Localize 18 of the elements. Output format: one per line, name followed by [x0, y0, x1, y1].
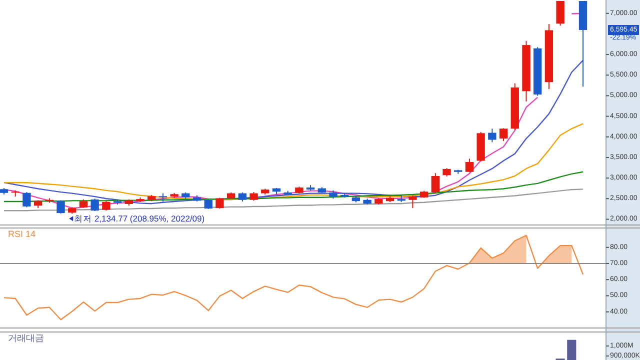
candlestick: [556, 1, 564, 26]
candlestick: [408, 194, 417, 209]
candlestick: [238, 192, 246, 202]
candlestick: [56, 200, 65, 214]
line-series: [3, 188, 584, 212]
candlestick: [488, 128, 496, 143]
candlestick: [102, 200, 110, 212]
line-series: [3, 60, 584, 204]
candlestick: [204, 198, 212, 210]
candlestick: [90, 198, 99, 212]
candlestick: [499, 128, 508, 142]
candlestick: [431, 172, 440, 194]
annotation: 최저 2,134.77 (208.95%, 2022/09): [74, 214, 205, 224]
candlestick: [22, 192, 31, 208]
chart-title: 거래대금: [8, 333, 44, 343]
candlestick: [465, 158, 474, 173]
line-series: [3, 123, 584, 200]
chart-title: RSI 14: [8, 229, 36, 239]
